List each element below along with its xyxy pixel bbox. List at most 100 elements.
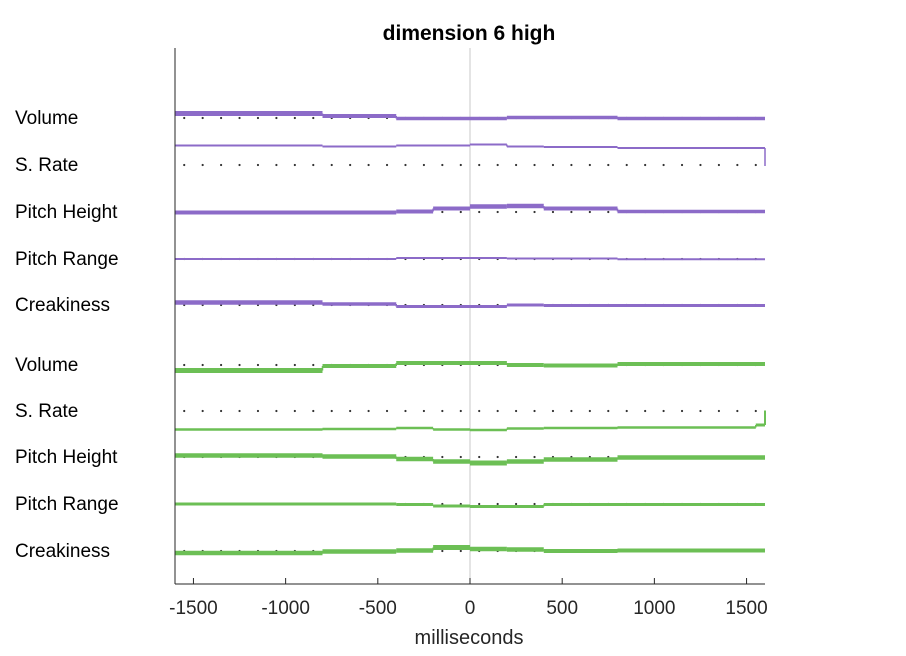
baseline-dot <box>422 163 426 167</box>
baseline-dot <box>256 116 260 120</box>
x-tick-label: -1000 <box>261 598 310 619</box>
baseline-dot <box>293 163 296 167</box>
baseline-dot <box>256 363 260 367</box>
baseline-dot <box>275 363 278 367</box>
baseline-dot <box>183 363 186 367</box>
baseline-dot <box>349 163 352 167</box>
baseline-dot <box>312 409 315 413</box>
baseline-dot <box>293 363 296 367</box>
baseline-dot <box>736 409 739 413</box>
baseline-dot <box>680 163 684 167</box>
row-label: Volume <box>15 355 78 376</box>
baseline-dot <box>219 363 223 367</box>
baseline-dot <box>441 163 444 167</box>
baseline-dot <box>570 163 573 167</box>
baseline-dot <box>607 210 610 214</box>
baseline-dot <box>293 409 296 413</box>
baseline-dot <box>238 116 241 120</box>
baseline-dot <box>441 455 444 459</box>
baseline-dot <box>736 163 739 167</box>
baseline-dot <box>588 163 591 167</box>
baseline-dot <box>551 409 555 413</box>
baseline-dot <box>312 363 315 367</box>
baseline-dot <box>201 363 204 367</box>
baseline-dot <box>514 502 518 506</box>
baseline-dot <box>219 116 223 120</box>
baseline-dot <box>625 163 628 167</box>
baseline-dot <box>183 163 186 167</box>
baseline-dot <box>717 163 721 167</box>
baseline-dot <box>533 455 536 459</box>
baseline-dot <box>330 163 333 167</box>
baseline-dot <box>459 455 462 459</box>
baseline-dot <box>533 409 536 413</box>
baseline-dot <box>238 163 241 167</box>
x-tick-label: 1500 <box>725 598 767 619</box>
baseline-dot <box>699 163 702 167</box>
x-tick-label: 1000 <box>633 598 675 619</box>
row-label: S. Rate <box>15 155 78 176</box>
baseline-dot <box>404 163 407 167</box>
x-tick-label: -500 <box>359 598 397 619</box>
baseline-dot <box>588 409 591 413</box>
baseline-dot <box>514 210 518 214</box>
baseline-dot <box>201 163 204 167</box>
baseline-dot <box>459 549 462 553</box>
baseline-dot <box>238 363 241 367</box>
baseline-dot <box>312 163 315 167</box>
baseline-dot <box>514 163 518 167</box>
baseline-dot <box>533 163 536 167</box>
baseline-dot <box>496 409 499 413</box>
baseline-dot <box>256 163 260 167</box>
baseline-dot <box>533 210 536 214</box>
baseline-dot <box>680 409 684 413</box>
baseline-dot <box>201 409 204 413</box>
baseline-dot <box>459 210 462 214</box>
x-tick-label: -1500 <box>169 598 218 619</box>
baseline-dot <box>404 409 407 413</box>
baseline-dot <box>478 210 481 214</box>
baseline-dot <box>312 116 315 120</box>
baseline-dot <box>219 409 223 413</box>
baseline-dot <box>219 163 223 167</box>
baseline-dot <box>570 210 573 214</box>
baseline-dot <box>275 116 278 120</box>
baseline-dot <box>662 409 665 413</box>
baseline-dot <box>496 455 499 459</box>
baseline-dot <box>717 409 721 413</box>
baseline-dot <box>533 502 536 506</box>
baseline-dot <box>514 409 518 413</box>
row-label: Creakiness <box>15 541 110 562</box>
row-label: Creakiness <box>15 295 110 316</box>
baseline-dot <box>330 409 333 413</box>
baseline-dot <box>367 163 370 167</box>
baseline-dot <box>478 455 481 459</box>
baseline-dot <box>459 163 462 167</box>
baseline-dot <box>496 502 499 506</box>
baseline-dot <box>385 409 389 413</box>
baseline-dot <box>551 163 555 167</box>
baseline-dot <box>183 116 186 120</box>
baseline-dot <box>367 409 370 413</box>
baseline-dot <box>754 163 757 167</box>
baseline-dot <box>275 409 278 413</box>
x-tick-label: 0 <box>465 598 476 619</box>
baseline-dot <box>588 210 591 214</box>
baseline-dot <box>385 163 389 167</box>
chart-title: dimension 6 high <box>383 22 556 45</box>
x-tick-label: 500 <box>546 598 578 619</box>
baseline-dot <box>754 409 757 413</box>
x-axis-label: milliseconds <box>415 627 524 649</box>
baseline-dot <box>496 210 499 214</box>
row-label: Pitch Height <box>15 202 118 223</box>
baseline-dot <box>478 409 481 413</box>
baseline-dot <box>441 210 444 214</box>
baseline-dot <box>514 455 518 459</box>
baseline-dot <box>275 163 278 167</box>
baseline-dot <box>478 163 481 167</box>
baseline-dot <box>441 549 444 553</box>
row-label: Pitch Range <box>15 494 119 515</box>
baseline-dot <box>459 409 462 413</box>
row-label: S. Rate <box>15 401 78 422</box>
